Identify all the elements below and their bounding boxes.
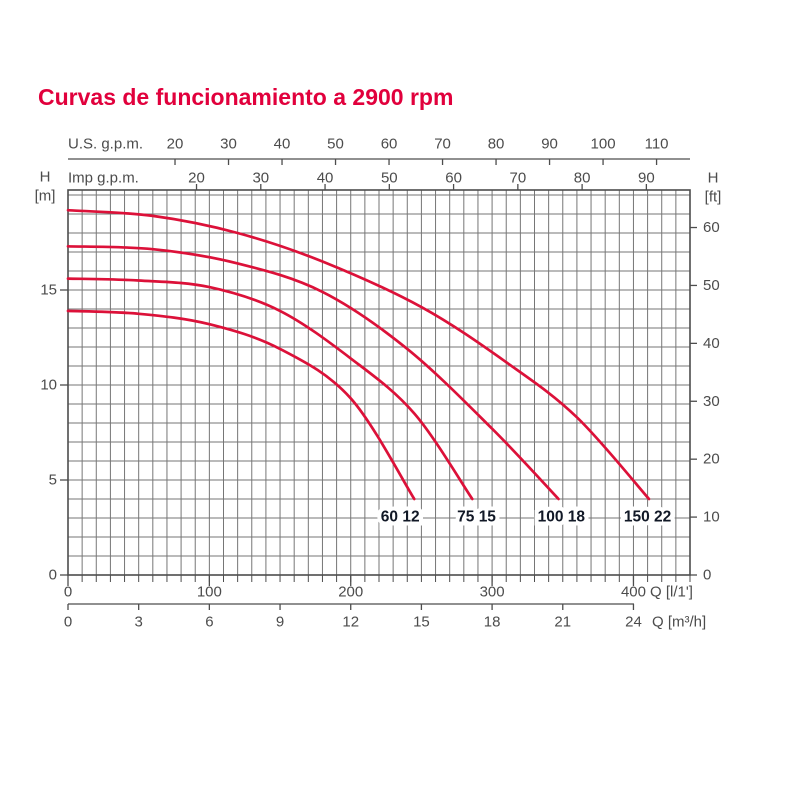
q-m3h-tick-label: 3 [135, 614, 143, 631]
us-gpm-tick-label: 30 [220, 136, 237, 153]
q-m3h-tick-label: 21 [554, 614, 571, 631]
h-ft-tick-label: 60 [703, 219, 720, 236]
imp-gpm-tick-label: 80 [574, 170, 591, 187]
q-m3h-axis-label: Q [m³/h] [652, 614, 706, 631]
q-m3h-tick-label: 18 [484, 614, 501, 631]
q-lmin-tick-label: 0 [64, 584, 72, 601]
chart-title: Curvas de funcionamiento a 2900 rpm [38, 84, 454, 110]
h-m-axis-unit: [m] [35, 188, 56, 205]
imp-gpm-tick-label: 40 [317, 170, 334, 187]
h-ft-tick-label: 50 [703, 277, 720, 294]
q-m3h-tick-label: 15 [413, 614, 430, 631]
q-m3h-tick-label: 12 [342, 614, 359, 631]
q-m3h-tick-label: 9 [276, 614, 284, 631]
curve-label-150-22: 150 22 [624, 509, 671, 526]
curve-150-22 [66, 208, 651, 501]
axis-us-gpm [68, 158, 690, 165]
imp-gpm-tick-label: 50 [381, 170, 398, 187]
q-lmin-tick-label: 200 [338, 584, 363, 601]
h-ft-tick-label: 40 [703, 335, 720, 352]
curve-label-60-12: 60 12 [381, 509, 420, 526]
h-ft-tick-label: 30 [703, 393, 720, 410]
curve-75-15 [66, 277, 474, 501]
q-m3h-tick-label: 0 [64, 614, 72, 631]
grid [68, 190, 690, 575]
us-gpm-axis-label: U.S. g.p.m. [68, 136, 143, 153]
us-gpm-tick-label: 40 [274, 136, 291, 153]
us-gpm-tick-label: 20 [167, 136, 184, 153]
h-m-tick-label: 10 [40, 377, 57, 394]
curve-label-75-15: 75 15 [457, 509, 496, 526]
us-gpm-tick-label: 100 [591, 136, 616, 153]
h-ft-tick-label: 20 [703, 451, 720, 468]
q-m3h-tick-label: 6 [205, 614, 213, 631]
imp-gpm-tick-label: 20 [188, 170, 205, 187]
us-gpm-tick-label: 50 [327, 136, 344, 153]
curve-60-12 [66, 309, 416, 501]
q-lmin-tick-label: 300 [480, 584, 505, 601]
us-gpm-tick-label: 60 [381, 136, 398, 153]
us-gpm-tick-label: 70 [434, 136, 451, 153]
axis-q-lmin [67, 575, 691, 586]
curve-label-100-18: 100 18 [538, 509, 586, 526]
us-gpm-tick-label: 80 [488, 136, 505, 153]
axis-imp-gpm [195, 184, 648, 190]
curve-100-18 [66, 244, 560, 501]
imp-gpm-tick-label: 70 [510, 170, 527, 187]
h-ft-tick-label: 10 [703, 509, 720, 526]
us-gpm-tick-label: 90 [541, 136, 558, 153]
q-lmin-tick-label: 100 [197, 584, 222, 601]
imp-gpm-tick-label: 60 [445, 170, 462, 187]
h-m-tick-label: 5 [49, 472, 57, 489]
h-ft-tick-label: 0 [703, 567, 711, 584]
us-gpm-tick-label: 110 [645, 136, 669, 153]
q-lmin-tick-label: 400 [621, 584, 646, 601]
imp-gpm-tick-label: 90 [638, 170, 655, 187]
q-lmin-axis-label: Q [l/1'] [650, 584, 693, 601]
h-m-tick-label: 15 [40, 282, 57, 299]
imp-gpm-tick-label: 30 [252, 170, 269, 187]
h-ft-axis-unit: [ft] [705, 189, 722, 206]
h-m-tick-label: 0 [49, 567, 57, 584]
q-m3h-tick-label: 24 [625, 614, 642, 631]
axis-h-m [60, 289, 68, 576]
h-ft-axis-title: H [708, 170, 719, 187]
axis-h-ft [690, 226, 697, 576]
curves [66, 208, 651, 501]
h-m-axis-title: H [40, 169, 51, 186]
imp-gpm-axis-label: Imp g.p.m. [68, 170, 139, 187]
axis-q-m3h [67, 603, 635, 610]
